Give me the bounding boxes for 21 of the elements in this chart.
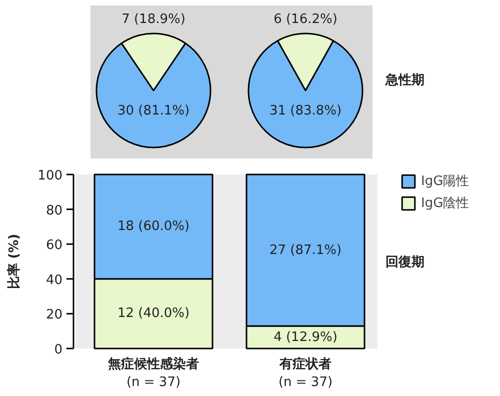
y-tick-label: 0: [54, 342, 63, 358]
x-tick-label: 無症候性感染者 (n = 37): [107, 356, 199, 390]
data-label: 18 (60.0%): [117, 219, 190, 234]
data-label: 12 (40.0%): [117, 306, 190, 322]
legend-label: IgG陰性: [421, 195, 470, 212]
data-label: 31 (83.8%): [269, 104, 342, 119]
data-label: 6 (16.2%): [274, 12, 338, 27]
data-label: 7 (18.9%): [122, 12, 186, 27]
y-tick-label: 60: [46, 238, 63, 254]
text: 回復期: [386, 255, 424, 270]
data-label: 4 (12.9%): [274, 330, 338, 345]
y-tick-label: 20: [46, 308, 63, 323]
x-tick-label: 有症状者 (n = 37): [278, 356, 333, 390]
data-label: 27 (87.1%): [269, 242, 342, 258]
y-tick-label: 40: [46, 272, 63, 288]
data-label: 30 (81.1%): [117, 104, 190, 119]
y-tick-label: 80: [46, 203, 63, 218]
y-tick-label: 100: [38, 168, 63, 184]
y-axis-title: 比率 (%): [6, 234, 22, 290]
text: 急性期: [384, 73, 424, 88]
legend-label: IgG陽性: [421, 173, 470, 190]
